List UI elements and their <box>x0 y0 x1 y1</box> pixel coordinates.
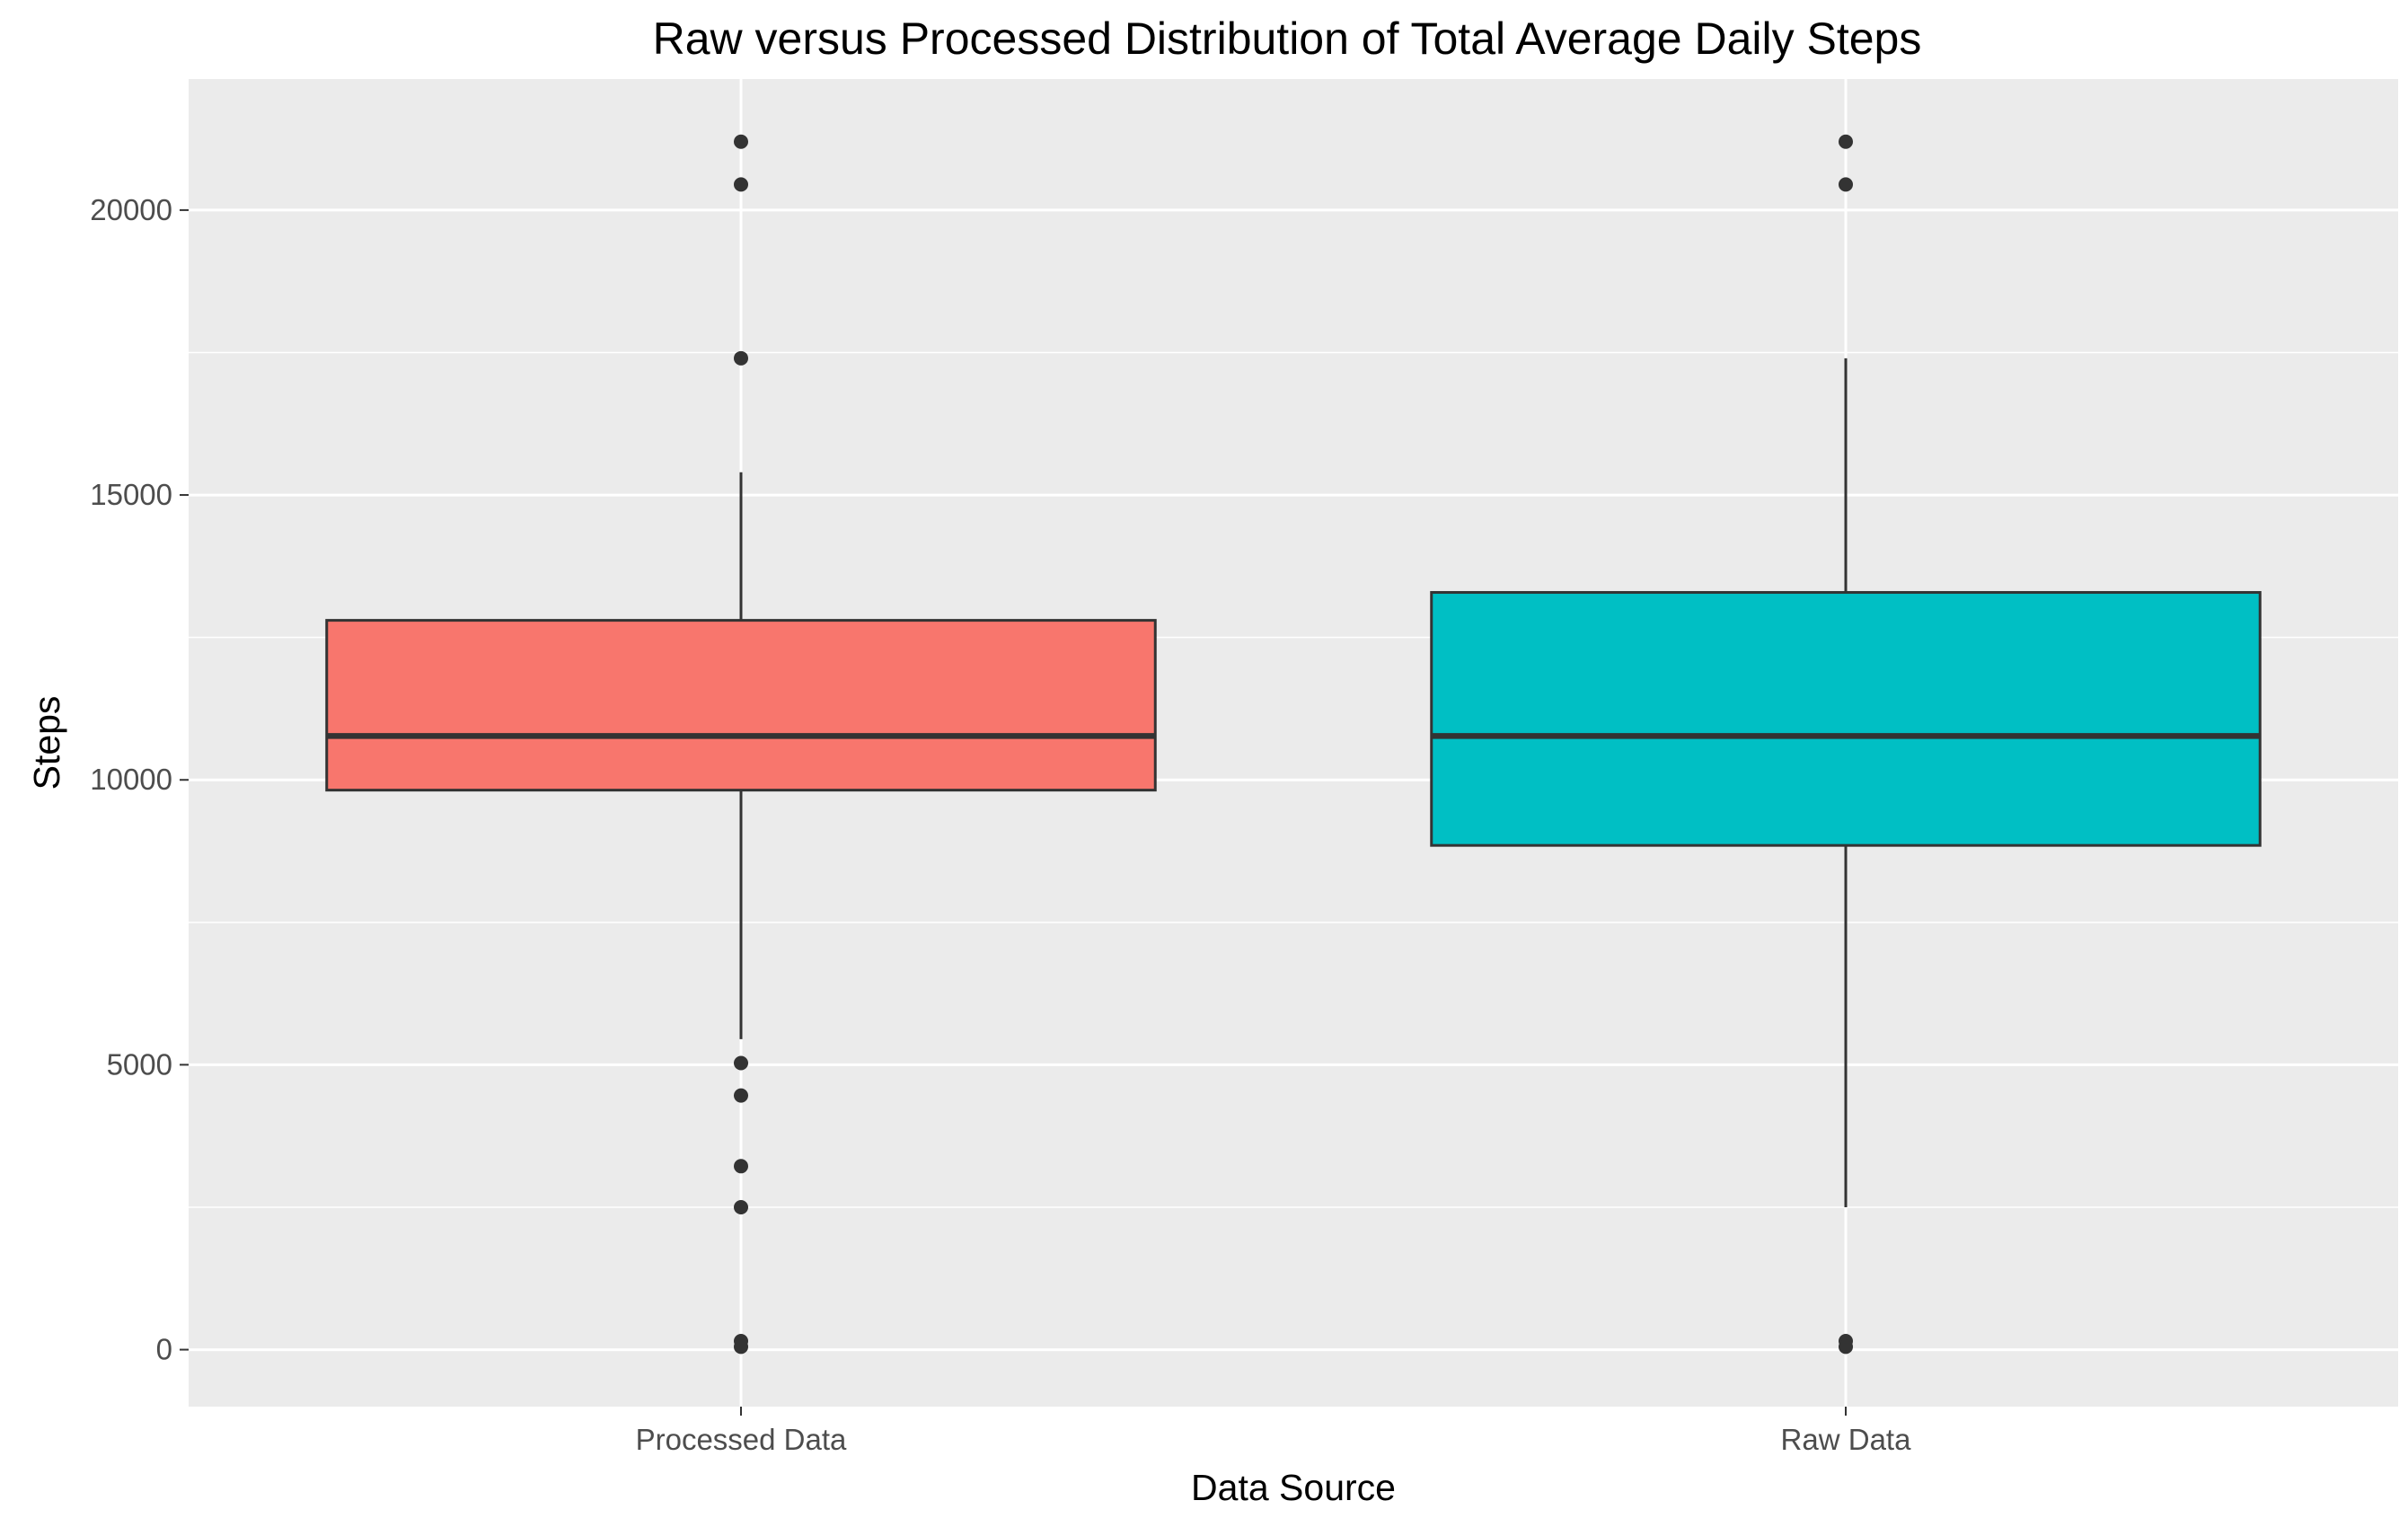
y-tick-label: 20000 <box>90 193 172 226</box>
y-tick-label: 5000 <box>107 1047 172 1081</box>
outlier-point <box>1839 134 1853 149</box>
outlier-point <box>734 1159 748 1174</box>
outlier-point <box>1839 177 1853 192</box>
y-tick-label: 15000 <box>90 478 172 511</box>
outlier-point <box>734 1199 748 1214</box>
boxes <box>325 134 2262 1355</box>
outlier-point <box>734 177 748 192</box>
y-axis-title: Steps <box>26 696 67 790</box>
outlier-point <box>734 134 748 149</box>
x-axis-title: Data Source <box>1191 1467 1396 1508</box>
chart-title: Raw versus Processed Distribution of Tot… <box>653 13 1922 64</box>
outlier-point <box>734 1088 748 1103</box>
outlier-point <box>734 1055 748 1071</box>
y-tick-label: 10000 <box>90 763 172 796</box>
box <box>1430 591 2262 847</box>
box-group <box>1430 134 2262 1355</box>
box-group <box>325 134 1157 1355</box>
outlier-point <box>734 1339 748 1355</box>
outlier-point <box>734 350 748 366</box>
x-axis: Processed Data Raw Data <box>636 1407 1911 1456</box>
box <box>325 619 1157 792</box>
x-tick-label: Raw Data <box>1781 1423 1912 1456</box>
x-tick-label: Processed Data <box>636 1423 847 1456</box>
y-tick-label: 0 <box>156 1333 172 1366</box>
y-axis: 0 5000 10000 15000 20000 <box>90 193 189 1366</box>
outlier-point <box>1839 1339 1853 1355</box>
